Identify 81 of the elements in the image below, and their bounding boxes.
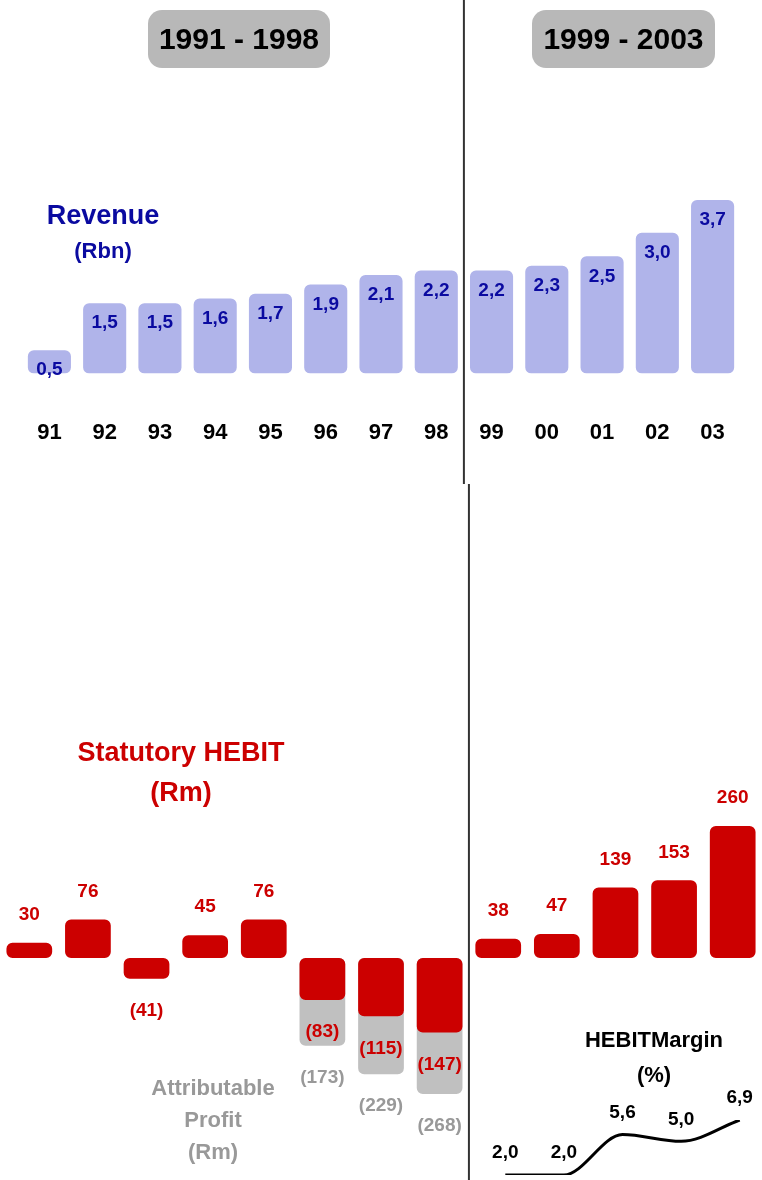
chart-title: Statutory HEBIT bbox=[77, 736, 285, 768]
x-tick-label: 94 bbox=[202, 418, 229, 444]
x-tick-label: 99 bbox=[479, 418, 504, 444]
data-label: 1,5 bbox=[91, 311, 119, 333]
data-label: 2,2 bbox=[423, 278, 450, 300]
bar bbox=[580, 256, 624, 374]
bar bbox=[359, 275, 403, 374]
data-label: 1,5 bbox=[146, 311, 174, 333]
x-tick-label: 01 bbox=[589, 418, 615, 444]
data-label: (147) bbox=[417, 1052, 462, 1074]
data-label: 1,7 bbox=[257, 302, 284, 324]
bar bbox=[248, 293, 293, 374]
data-label: 2,0 bbox=[550, 1141, 578, 1163]
bar bbox=[138, 303, 182, 374]
x-tick-label: 92 bbox=[92, 418, 117, 444]
data-label: (173) bbox=[300, 1066, 345, 1088]
x-tick-label: 97 bbox=[368, 418, 394, 444]
text: (Rbn) bbox=[74, 238, 132, 264]
bar bbox=[651, 880, 697, 958]
bar bbox=[469, 270, 514, 374]
bar bbox=[533, 934, 580, 958]
bar bbox=[65, 919, 111, 958]
data-label: (229) bbox=[358, 1094, 404, 1116]
data-label: 76 bbox=[253, 879, 275, 901]
bar bbox=[83, 303, 127, 374]
data-label: 2,5 bbox=[588, 264, 616, 286]
text: 1999 - 2003 bbox=[532, 10, 715, 68]
data-label: 260 bbox=[716, 786, 749, 808]
bar bbox=[414, 270, 458, 374]
x-tick-label: 96 bbox=[313, 418, 338, 444]
bar bbox=[709, 826, 756, 958]
bar bbox=[123, 957, 170, 979]
data-label: 5,6 bbox=[609, 1100, 636, 1122]
bar bbox=[691, 200, 735, 374]
data-label: 6,9 bbox=[726, 1086, 753, 1108]
data-label: 76 bbox=[77, 879, 99, 901]
bar bbox=[6, 942, 53, 958]
data-label: 3,7 bbox=[699, 208, 726, 230]
data-label: 38 bbox=[487, 898, 509, 920]
data-label: 1,9 bbox=[312, 292, 339, 314]
data-label: 0,5 bbox=[36, 358, 64, 380]
bar bbox=[358, 957, 404, 1017]
x-tick-label: 02 bbox=[645, 418, 670, 444]
data-label: 47 bbox=[546, 894, 568, 916]
data-label: 2,0 bbox=[492, 1141, 519, 1163]
data-label: (83) bbox=[305, 1020, 340, 1042]
data-label: 2,3 bbox=[533, 273, 561, 295]
data-label: 30 bbox=[18, 902, 40, 924]
text: 1991 - 1998 bbox=[148, 10, 330, 68]
bar bbox=[475, 938, 522, 958]
data-label: 1,6 bbox=[201, 306, 229, 328]
data-label: (115) bbox=[359, 1036, 403, 1058]
bar bbox=[240, 919, 287, 958]
chart-title: HEBITMargin bbox=[584, 1027, 724, 1053]
bar bbox=[635, 232, 679, 374]
data-label: 153 bbox=[658, 840, 690, 862]
data-label: 2,1 bbox=[367, 283, 395, 305]
x-tick-label: 98 bbox=[424, 418, 449, 444]
chart-subtitle: (Rm) bbox=[150, 776, 212, 808]
bar bbox=[304, 284, 348, 374]
chart-title: Revenue bbox=[46, 199, 160, 231]
x-tick-label: 00 bbox=[534, 418, 560, 444]
x-tick-label: 95 bbox=[258, 418, 283, 444]
x-tick-label: 03 bbox=[700, 418, 725, 444]
bar bbox=[416, 957, 463, 1033]
chart-subtitle: (%) bbox=[636, 1062, 672, 1088]
data-label: 5,0 bbox=[667, 1107, 695, 1129]
bar bbox=[182, 935, 229, 958]
data-label: 139 bbox=[599, 847, 632, 869]
bar bbox=[525, 265, 569, 374]
data-label: (268) bbox=[417, 1114, 462, 1136]
bar bbox=[299, 957, 346, 1001]
bar bbox=[193, 298, 237, 374]
data-label: 45 bbox=[194, 895, 217, 917]
x-tick-label: 93 bbox=[147, 418, 173, 444]
series-label: Attributable Profit (Rm) bbox=[151, 1074, 275, 1166]
data-label: 2,2 bbox=[478, 278, 505, 300]
bar bbox=[592, 887, 639, 958]
data-label: 3,0 bbox=[644, 241, 671, 263]
x-tick-label: 91 bbox=[37, 418, 62, 444]
data-label: (41) bbox=[129, 999, 164, 1021]
